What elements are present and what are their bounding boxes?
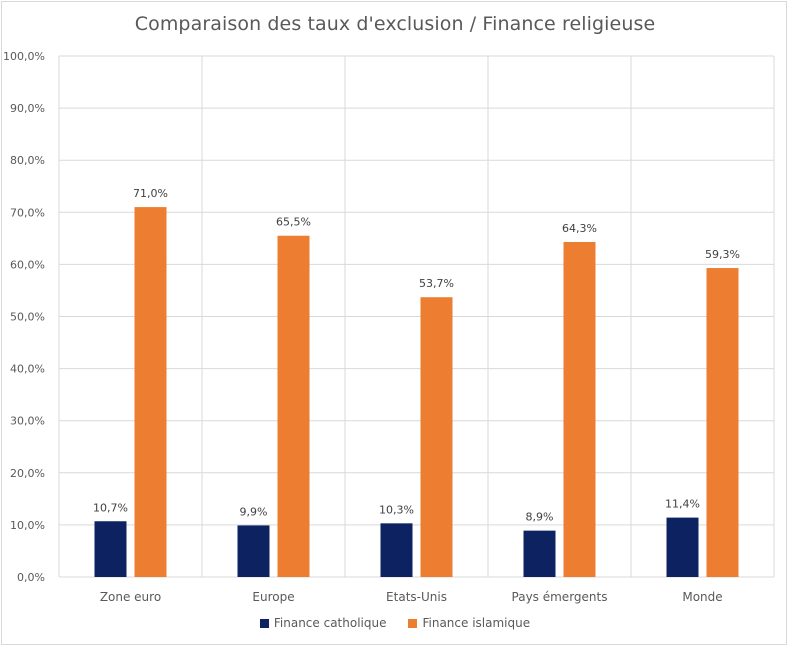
legend-swatch	[408, 618, 418, 628]
y-tick-label: 40,0%	[10, 363, 45, 376]
data-label: 10,3%	[379, 503, 414, 516]
bar	[523, 530, 556, 577]
bar	[237, 525, 270, 577]
data-label: 9,9%	[240, 505, 268, 518]
legend-swatch	[259, 618, 269, 628]
legend-item: Finance catholique	[259, 616, 387, 630]
data-label: 10,7%	[93, 501, 128, 514]
bar	[666, 517, 699, 577]
y-tick-label: 30,0%	[10, 415, 45, 428]
data-label: 59,3%	[705, 248, 740, 261]
legend-label: Finance islamique	[422, 616, 531, 630]
data-label: 71,0%	[133, 187, 168, 200]
bar	[563, 241, 596, 577]
chart-legend: Finance catholique Finance islamique	[0, 616, 790, 630]
x-tick-label: Zone euro	[100, 590, 161, 604]
y-tick-label: 60,0%	[10, 258, 45, 271]
x-tick-label: Etats-Unis	[386, 590, 447, 604]
x-tick-label: Monde	[682, 590, 722, 604]
data-label: 8,9%	[526, 511, 554, 524]
bar	[380, 523, 413, 577]
bar	[134, 207, 167, 577]
y-tick-label: 50,0%	[10, 311, 45, 324]
data-label: 11,4%	[665, 498, 700, 511]
legend-label: Finance catholique	[273, 616, 387, 630]
y-tick-label: 10,0%	[10, 519, 45, 532]
data-label: 53,7%	[419, 277, 454, 290]
y-tick-label: 100,0%	[3, 50, 45, 63]
data-label: 65,5%	[276, 216, 311, 229]
y-tick-label: 20,0%	[10, 467, 45, 480]
bar	[94, 521, 127, 577]
y-tick-label: 70,0%	[10, 206, 45, 219]
y-tick-label: 0,0%	[17, 571, 45, 584]
bar	[706, 268, 739, 577]
data-label: 64,3%	[562, 222, 597, 235]
x-tick-label: Pays émergents	[512, 590, 608, 604]
y-tick-label: 90,0%	[10, 102, 45, 115]
y-tick-label: 80,0%	[10, 154, 45, 167]
chart-title: Comparaison des taux d'exclusion / Finan…	[134, 13, 656, 35]
bar	[420, 297, 453, 577]
bar	[277, 235, 310, 577]
x-tick-label: Europe	[252, 590, 294, 604]
legend-item: Finance islamique	[408, 616, 530, 630]
